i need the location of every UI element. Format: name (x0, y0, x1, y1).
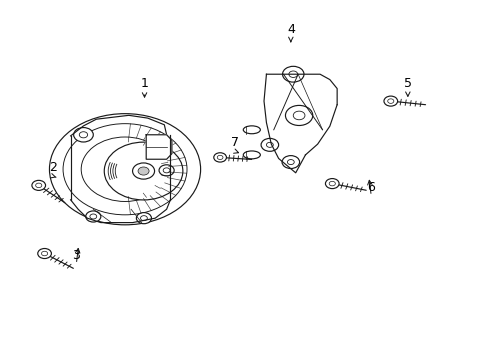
Text: 5: 5 (403, 77, 411, 90)
Polygon shape (146, 135, 172, 159)
Circle shape (38, 248, 51, 258)
Circle shape (383, 96, 397, 106)
Ellipse shape (243, 151, 260, 159)
Circle shape (81, 137, 168, 202)
Circle shape (74, 127, 93, 142)
Circle shape (49, 114, 200, 225)
Text: 2: 2 (49, 161, 57, 174)
Circle shape (32, 180, 45, 190)
Text: 1: 1 (141, 77, 148, 90)
Circle shape (138, 167, 149, 175)
Ellipse shape (243, 126, 260, 134)
Text: 4: 4 (286, 23, 294, 36)
Circle shape (85, 211, 101, 222)
Circle shape (325, 179, 338, 189)
Circle shape (261, 138, 278, 151)
Circle shape (282, 66, 304, 82)
Text: 6: 6 (366, 181, 374, 194)
Circle shape (159, 165, 174, 176)
Circle shape (285, 105, 312, 126)
Text: 7: 7 (230, 136, 238, 149)
Text: 3: 3 (72, 249, 80, 262)
Circle shape (104, 142, 183, 200)
Circle shape (213, 153, 226, 162)
Circle shape (282, 156, 299, 168)
Circle shape (136, 213, 151, 224)
Circle shape (63, 124, 186, 215)
Circle shape (132, 163, 154, 179)
